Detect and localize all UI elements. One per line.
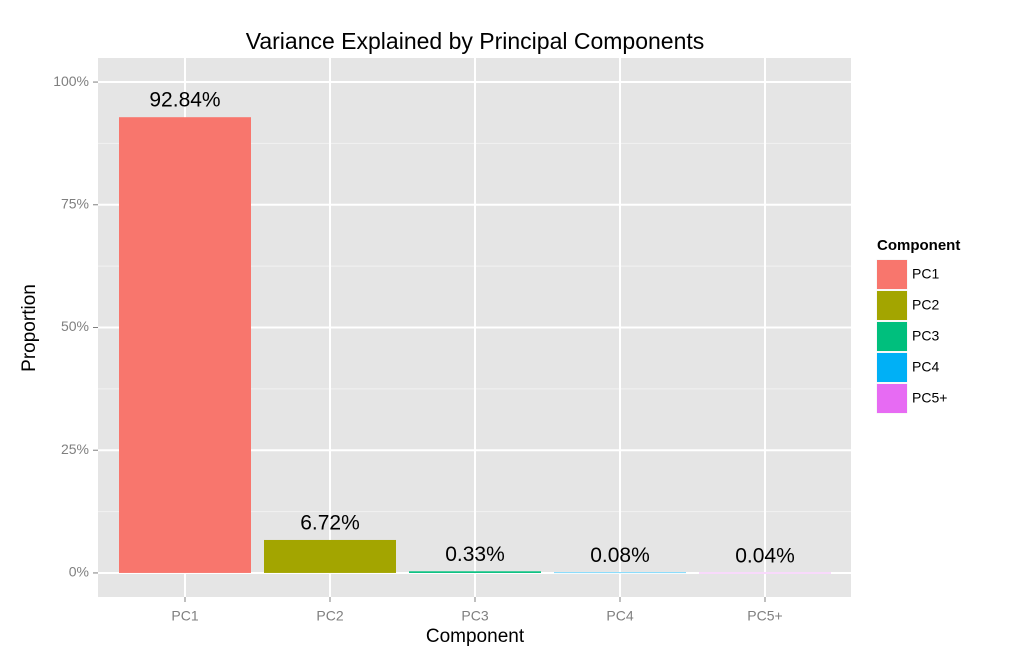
bar [119,117,251,573]
legend-title: Component [877,237,960,254]
legend-swatch [877,260,907,289]
x-tick-label: PC3 [461,608,488,624]
legend-swatch [877,322,907,351]
bar [699,572,831,574]
x-tick-label: PC2 [316,608,343,624]
bar [264,539,396,573]
y-tick-label: 0% [69,564,89,580]
legend-swatch [877,291,907,320]
legend-label: PC5+ [912,390,947,406]
y-tick-label: 100% [53,73,89,89]
chart-title: Variance Explained by Principal Componen… [246,28,705,54]
data-label: 92.84% [149,89,220,112]
bar [409,571,541,573]
legend-swatch [877,384,907,413]
legend-label: PC1 [912,266,939,282]
y-tick-label: 50% [61,318,89,334]
legend-label: PC3 [912,328,939,344]
bar [554,572,686,574]
data-label: 0.08% [590,544,650,567]
data-label: 0.33% [445,543,505,566]
legend-label: PC4 [912,359,939,375]
legend-label: PC2 [912,297,939,313]
data-label: 6.72% [300,512,360,535]
y-tick-label: 25% [61,441,89,457]
x-tick-label: PC4 [606,608,633,624]
y-tick-label: 75% [61,195,89,211]
data-label: 0.04% [735,544,795,567]
x-axis-label: Component [426,626,525,647]
x-tick-label: PC5+ [747,608,782,624]
y-axis-label: Proportion [19,284,40,372]
x-tick-label: PC1 [171,608,198,624]
legend-swatch [877,353,907,382]
